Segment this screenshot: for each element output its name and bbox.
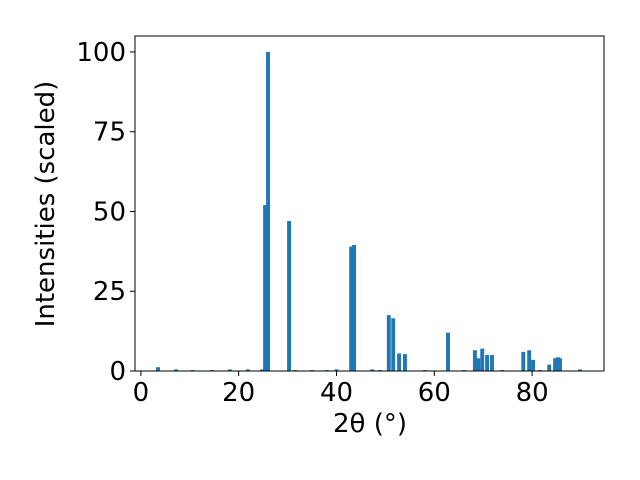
- bar: [263, 205, 268, 371]
- y-tick-label: 100: [76, 38, 126, 68]
- x-axis-label: 2θ (°): [333, 409, 407, 439]
- y-tick-label: 50: [93, 197, 126, 227]
- x-tick-label: 20: [222, 378, 255, 408]
- bar: [349, 246, 354, 371]
- y-axis-label: Intensities (scaled): [31, 81, 61, 328]
- bar: [352, 244, 357, 371]
- bar: [246, 369, 250, 371]
- x-tick-label: 60: [418, 378, 451, 408]
- bar: [553, 358, 558, 371]
- bar: [531, 359, 536, 371]
- x-tick-label: 80: [516, 378, 549, 408]
- bar: [370, 369, 375, 371]
- x-tick-label: 0: [133, 378, 150, 408]
- plot-frame: [134, 35, 605, 372]
- bar: [334, 369, 339, 371]
- bar: [386, 315, 391, 371]
- y-tick-label: 0: [109, 357, 126, 387]
- x-tick-label: 40: [320, 378, 353, 408]
- bar: [287, 221, 292, 371]
- bar: [446, 332, 450, 371]
- bar: [527, 350, 532, 371]
- bar: [490, 355, 494, 371]
- bar: [521, 351, 526, 371]
- bar: [485, 355, 490, 371]
- bar: [174, 369, 179, 371]
- bar: [391, 318, 396, 371]
- bar: [156, 367, 160, 371]
- bar: [578, 369, 582, 371]
- bar: [472, 350, 477, 371]
- bar: [558, 358, 562, 371]
- bar: [260, 369, 265, 371]
- y-tick-label: 75: [93, 118, 126, 148]
- bar: [397, 353, 402, 371]
- bar: [480, 348, 485, 371]
- bar: [547, 364, 552, 371]
- bar: [403, 354, 407, 371]
- y-tick-label: 25: [93, 277, 126, 307]
- bar: [476, 358, 481, 371]
- bar: [266, 51, 270, 371]
- bar: [227, 369, 232, 371]
